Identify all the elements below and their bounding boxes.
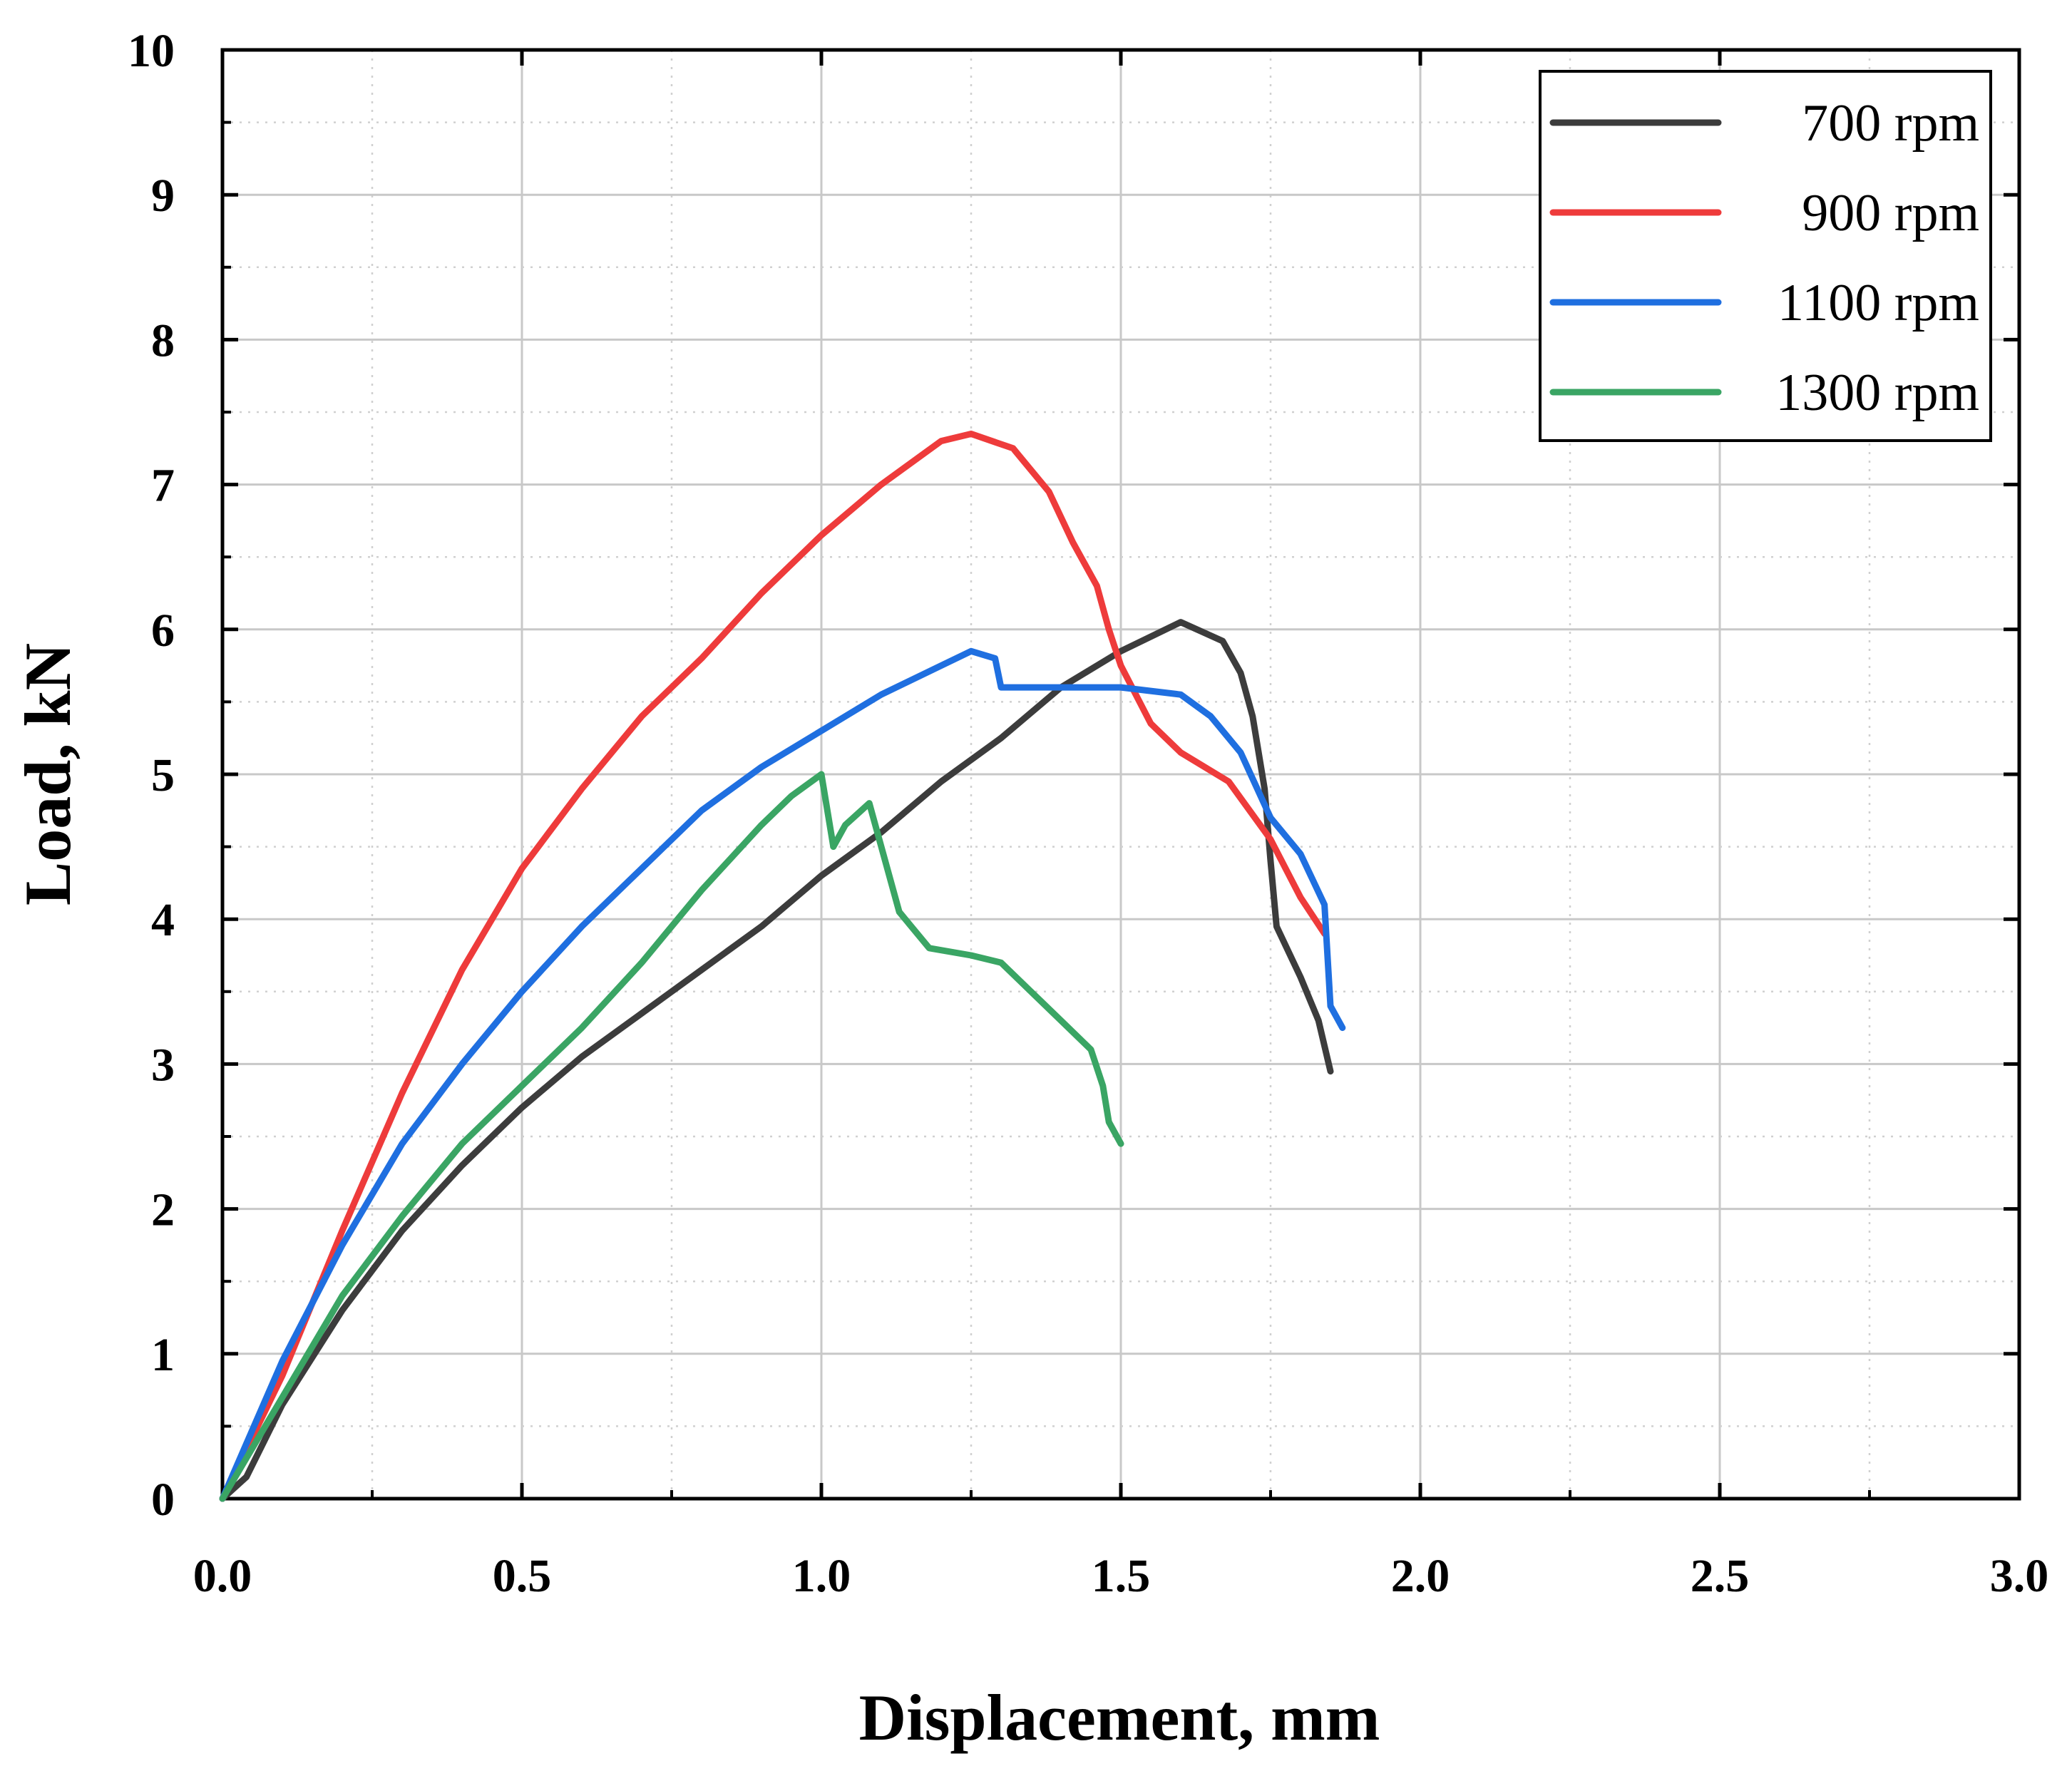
x-axis-title: Displacement, mm: [859, 1681, 1380, 1754]
y-tick-label: 6: [151, 605, 175, 657]
series-line-1300-rpm: [219, 771, 1124, 1502]
x-tick-label: 1.5: [1092, 1550, 1151, 1602]
legend-label-1300-rpm: 1300 rpm: [1775, 364, 1979, 422]
x-tick-label: 2.0: [1391, 1550, 1450, 1602]
y-tick-label: 2: [151, 1184, 175, 1236]
x-tick-label: 0.5: [493, 1550, 552, 1602]
y-tick-labels: 0 1 2 3 4 5 6 7 8 9 10: [128, 25, 175, 1526]
axis-ticks: [220, 48, 2021, 1501]
y-tick-label: 10: [128, 25, 175, 77]
legend-label-900-rpm: 900 rpm: [1802, 184, 1979, 242]
legend: 700 rpm 900 rpm 1100 rpm 1300 rpm: [1539, 70, 1992, 442]
x-tick-label: 0.0: [193, 1550, 252, 1602]
y-tick-label: 9: [151, 170, 175, 222]
x-tick-labels: 0.0 0.5 1.0 1.5 2.0 2.5 3.0: [193, 1550, 2049, 1602]
series-group: [219, 431, 1346, 1502]
legend-box: [1539, 70, 1992, 442]
y-tick-label: 8: [151, 314, 175, 366]
y-tick-label: 3: [151, 1039, 175, 1091]
y-tick-label: 4: [151, 894, 175, 946]
legend-label-700-rpm: 700 rpm: [1802, 94, 1979, 153]
x-tick-label: 3.0: [1990, 1550, 2049, 1602]
y-tick-label: 5: [151, 749, 175, 801]
legend-items: 700 rpm 900 rpm 1100 rpm 1300 rpm: [1549, 94, 1979, 422]
legend-label-1100-rpm: 1100 rpm: [1778, 274, 1979, 332]
y-tick-label: 0: [151, 1474, 175, 1526]
y-axis-title: Load, kN: [11, 643, 84, 905]
x-tick-label: 2.5: [1691, 1550, 1750, 1602]
series-line-900-rpm: [219, 431, 1328, 1502]
y-tick-label: 7: [151, 460, 175, 512]
x-tick-label: 1.0: [792, 1550, 851, 1602]
series-line-1100-rpm: [219, 647, 1346, 1502]
y-tick-label: 1: [151, 1329, 175, 1381]
